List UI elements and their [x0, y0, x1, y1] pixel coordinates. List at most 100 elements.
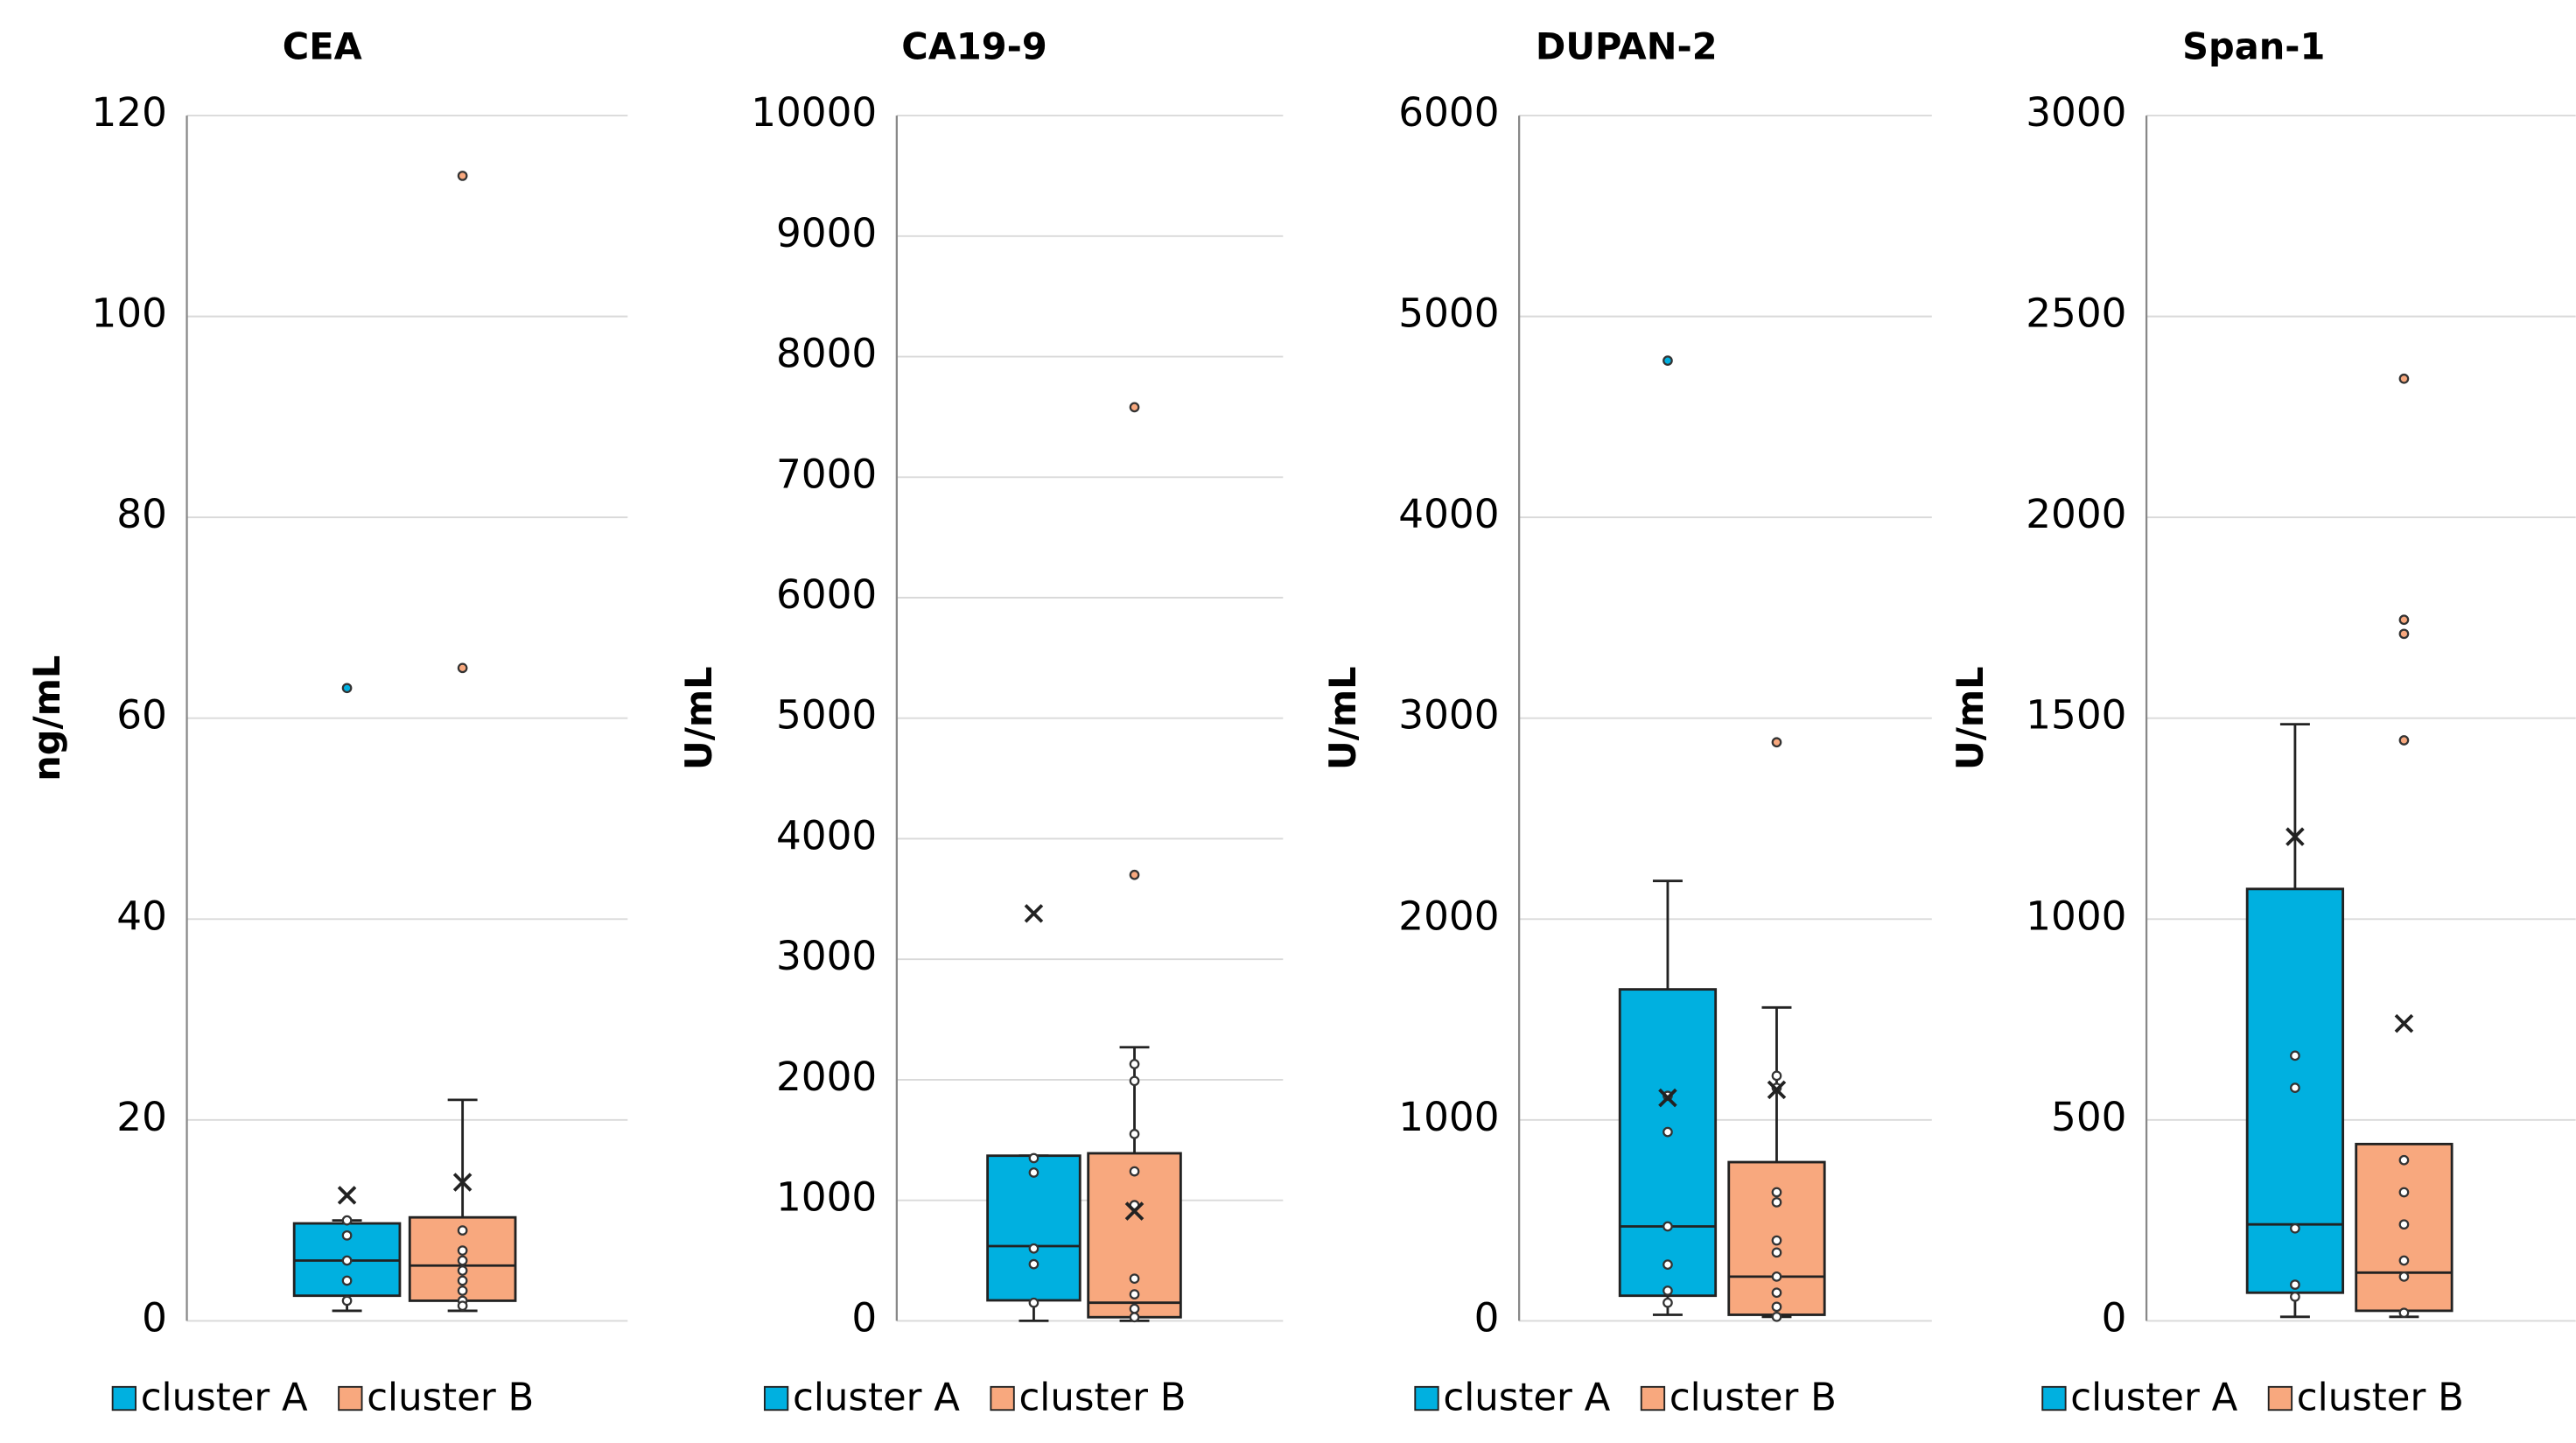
legend-label: cluster A	[2070, 1376, 2237, 1419]
mean-marker	[337, 1186, 357, 1205]
y-tick-label: 40	[116, 893, 167, 939]
outlier	[1771, 737, 1782, 748]
legend-label: cluster A	[141, 1376, 308, 1419]
y-axis-label: ng/mL	[25, 655, 68, 781]
legend-swatch	[338, 1385, 363, 1411]
data-point	[1771, 1301, 1782, 1313]
y-tick-label: 9000	[776, 210, 877, 256]
outlier	[2398, 373, 2410, 384]
data-point	[1771, 1235, 1782, 1246]
data-point	[341, 1215, 353, 1226]
outlier	[2398, 628, 2410, 640]
legend-label: cluster A	[793, 1376, 960, 1419]
y-tick-label: 6000	[1398, 89, 1499, 136]
data-point	[1129, 1166, 1140, 1177]
y-tick-label: 1000	[776, 1174, 877, 1221]
outlier	[457, 171, 468, 181]
outlier	[1129, 402, 1140, 413]
data-point	[341, 1295, 353, 1306]
data-point	[1129, 1312, 1140, 1323]
data-point	[2290, 1279, 2300, 1290]
y-tick-label: 6000	[776, 571, 877, 618]
data-point	[2290, 1082, 2300, 1093]
data-point	[1129, 1059, 1140, 1069]
data-point	[1771, 1311, 1782, 1322]
data-point	[1129, 1129, 1140, 1139]
data-point	[2398, 1255, 2410, 1266]
data-point	[457, 1300, 468, 1312]
data-point	[457, 1285, 468, 1296]
y-tick-label: 2000	[2026, 491, 2126, 537]
y-tick-label: 3000	[1398, 692, 1499, 739]
legend-swatch	[763, 1385, 789, 1411]
y-tick-label: 20	[116, 1094, 167, 1140]
box	[1618, 988, 1718, 1298]
y-tick-label: 8000	[776, 331, 877, 377]
chart-title: CA19-9	[901, 25, 1046, 68]
data-point	[1028, 1167, 1040, 1178]
data-point	[1771, 1197, 1782, 1208]
legend-swatch	[111, 1385, 137, 1411]
y-tick-label: 60	[116, 692, 167, 739]
data-point	[457, 1275, 468, 1286]
y-axis-label: U/mL	[677, 666, 720, 770]
data-point	[2398, 1219, 2410, 1230]
data-point	[341, 1255, 353, 1266]
outlier	[2398, 735, 2410, 746]
data-point	[2290, 1050, 2300, 1061]
legend-label: cluster B	[1018, 1376, 1186, 1419]
mean-marker	[1658, 1088, 1677, 1108]
outlier	[2398, 614, 2410, 626]
data-point	[1129, 1289, 1140, 1299]
chart-title: CEA	[283, 25, 362, 68]
y-tick-label: 120	[92, 89, 167, 136]
chart-title: Span-1	[2182, 25, 2325, 68]
y-tick-label: 100	[92, 291, 167, 337]
data-point	[1129, 1303, 1140, 1314]
y-tick-label: 3000	[2026, 89, 2126, 136]
data-point	[1662, 1259, 1673, 1270]
data-point	[1662, 1126, 1673, 1138]
y-tick-label: 7000	[776, 451, 877, 497]
data-point	[2398, 1154, 2410, 1166]
y-tick-label: 2000	[1398, 893, 1499, 939]
outlier	[1662, 355, 1673, 366]
legend-label: cluster B	[1670, 1376, 1837, 1419]
data-point	[1129, 1075, 1140, 1087]
y-tick-label: 1500	[2026, 692, 2126, 739]
data-point	[1662, 1285, 1673, 1296]
data-point	[1662, 1297, 1673, 1308]
legend-swatch	[2041, 1385, 2067, 1411]
y-tick-label: 4000	[1398, 491, 1499, 537]
y-tick-label: 10000	[751, 89, 877, 136]
y-tick-label: 1000	[2026, 893, 2126, 939]
mean-marker	[1767, 1080, 1787, 1100]
data-point	[457, 1255, 468, 1266]
y-tick-label: 5000	[776, 692, 877, 739]
y-tick-label: 0	[851, 1294, 877, 1341]
data-point	[2398, 1271, 2410, 1282]
mean-marker	[1124, 1201, 1144, 1221]
data-point	[1771, 1271, 1782, 1282]
mean-marker	[2286, 827, 2305, 846]
outlier	[1129, 869, 1140, 880]
data-point	[1028, 1152, 1040, 1164]
y-tick-label: 2000	[776, 1054, 877, 1100]
y-axis-label: U/mL	[1321, 666, 1364, 770]
y-tick-label: 80	[116, 491, 167, 537]
legend-swatch	[990, 1385, 1015, 1411]
data-point	[1028, 1258, 1040, 1270]
data-point	[457, 1265, 468, 1276]
y-axis-label: U/mL	[1949, 666, 1992, 770]
data-point	[1028, 1297, 1040, 1308]
data-point	[341, 1275, 353, 1286]
y-tick-label: 4000	[776, 812, 877, 858]
data-point	[1771, 1187, 1782, 1198]
chart-title: DUPAN-2	[1536, 25, 1718, 68]
legend-swatch	[1414, 1385, 1439, 1411]
mean-marker	[2394, 1013, 2414, 1033]
legend-label: cluster B	[2297, 1376, 2464, 1419]
y-tick-label: 2500	[2026, 291, 2126, 337]
y-tick-label: 5000	[1398, 291, 1499, 337]
